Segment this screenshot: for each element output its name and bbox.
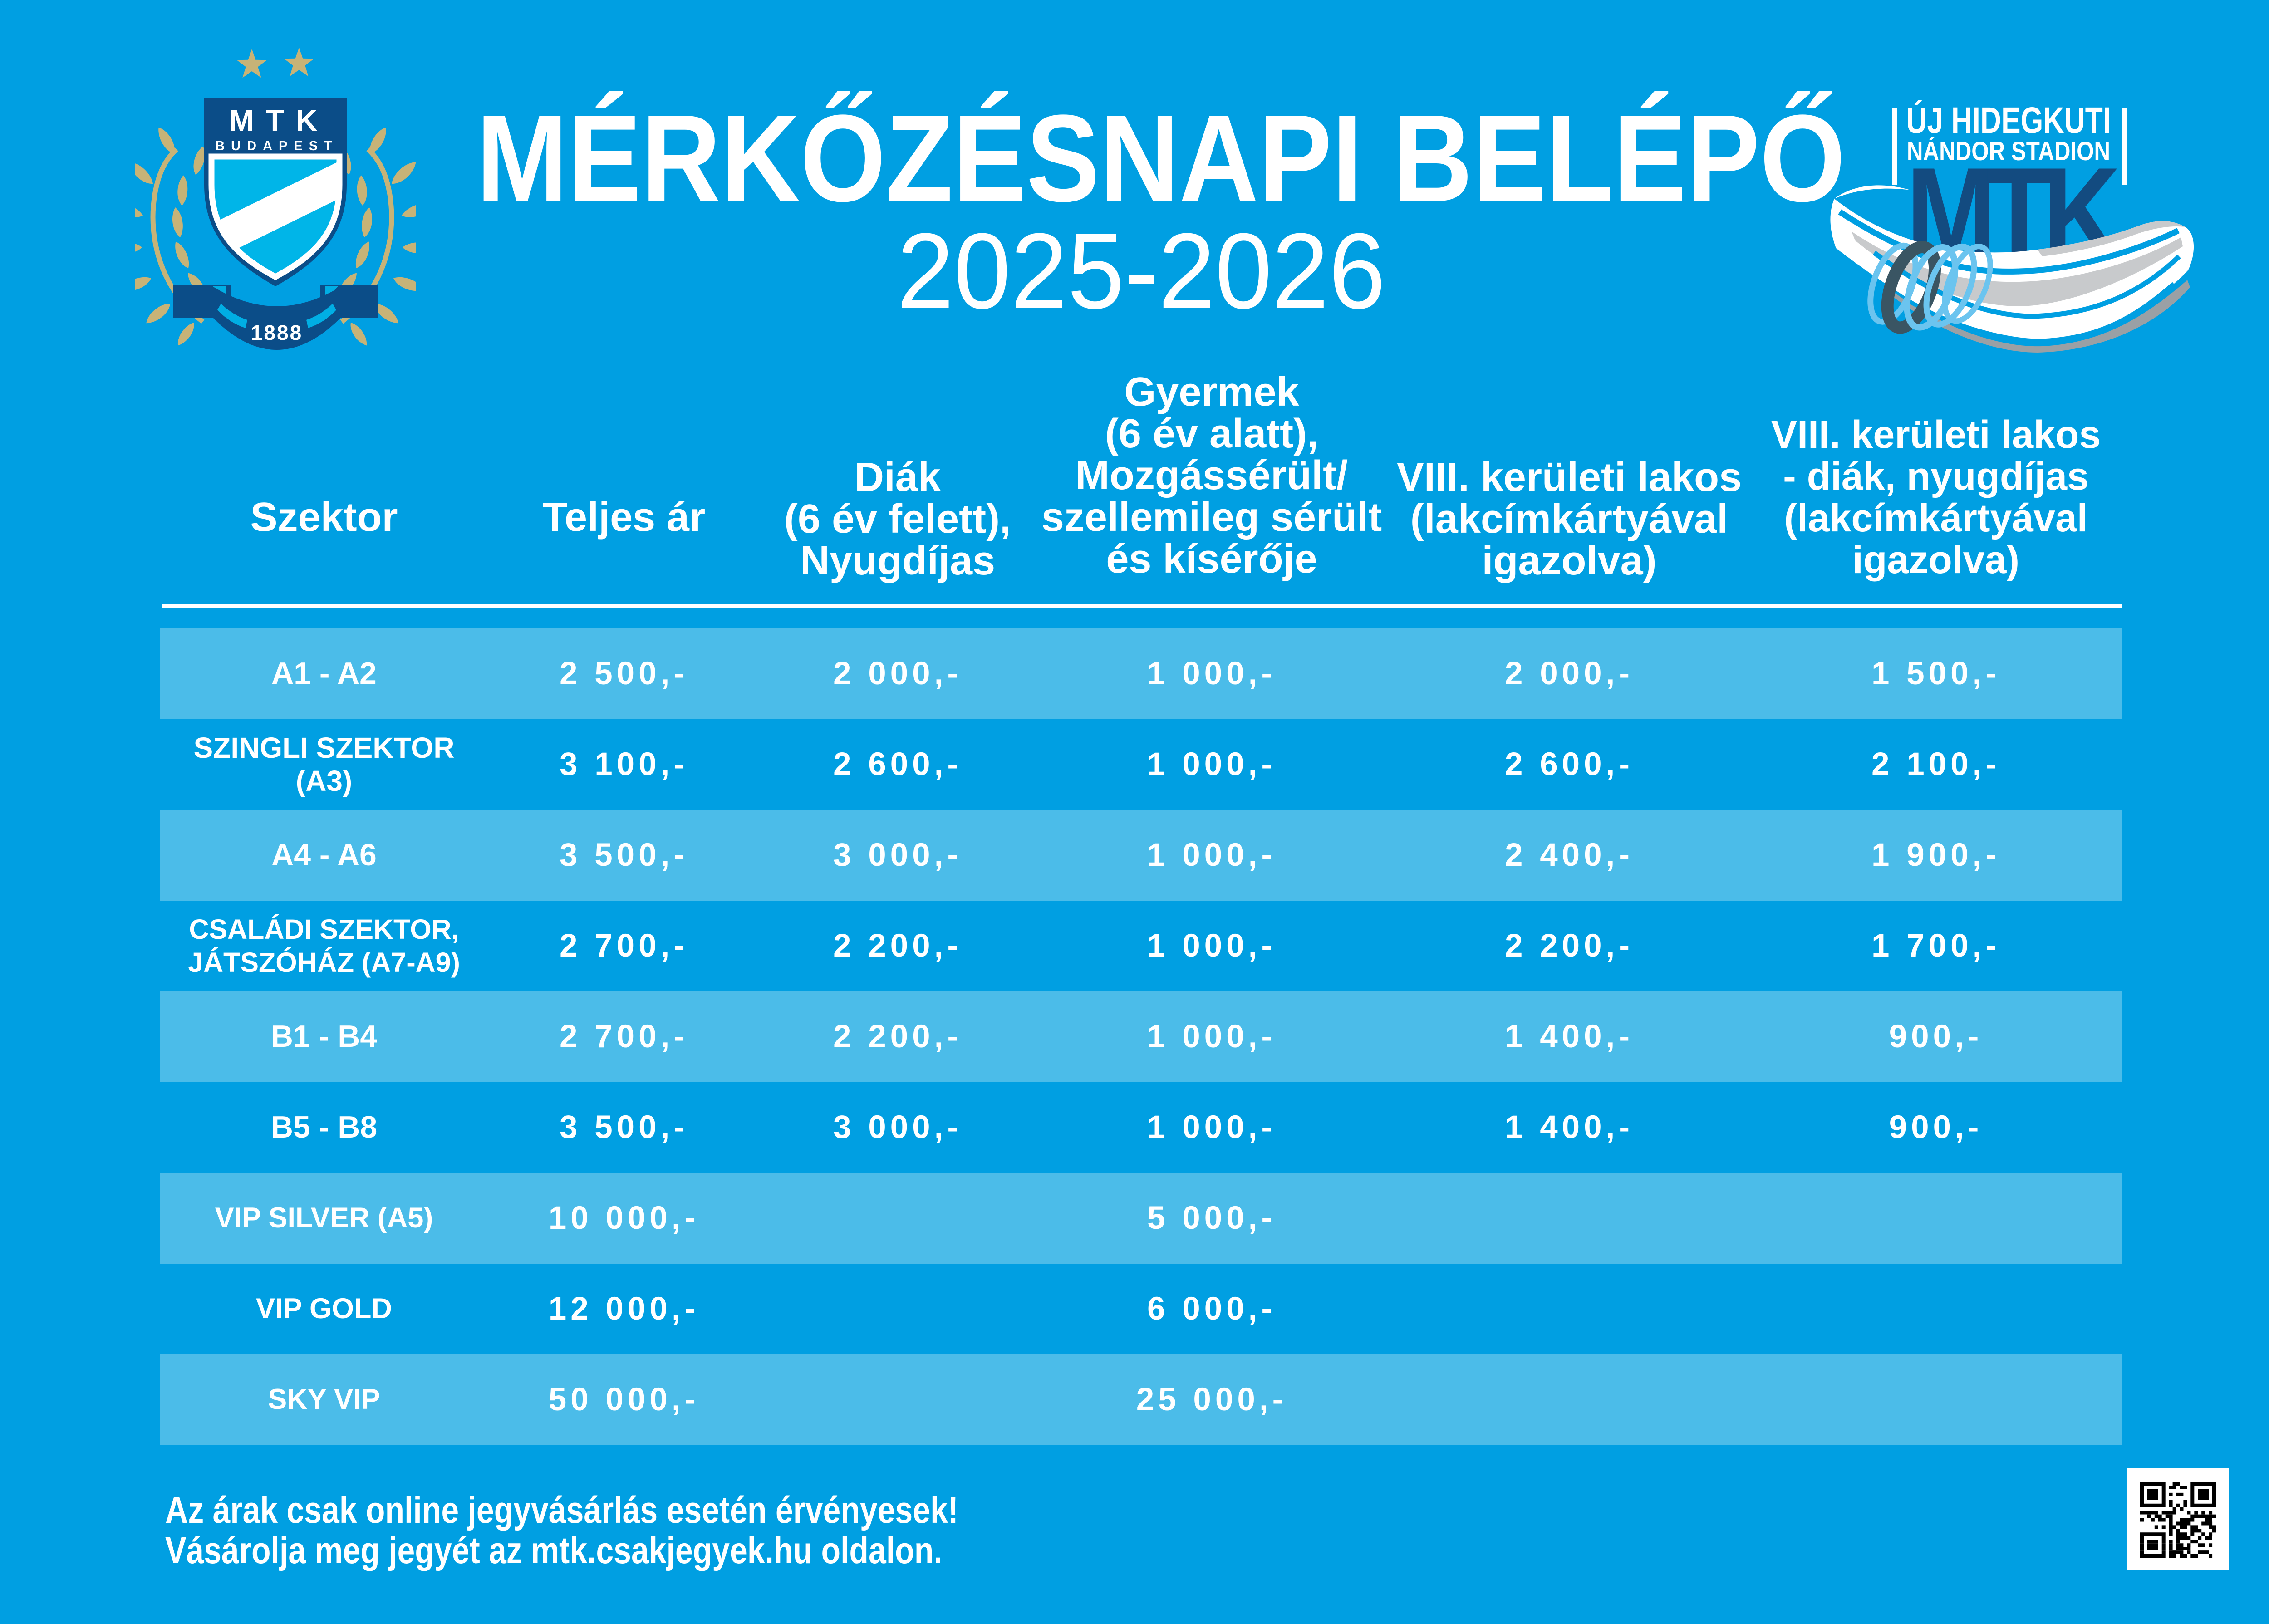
- svg-text:1888: 1888: [251, 321, 303, 344]
- svg-text:MTK: MTK: [229, 103, 329, 137]
- svg-text:ÚJ HIDEGKUTI: ÚJ HIDEGKUTI: [1906, 99, 2111, 141]
- svg-text:BUDAPEST: BUDAPEST: [215, 139, 339, 153]
- svg-text:NÁNDOR STADION: NÁNDOR STADION: [1907, 137, 2110, 166]
